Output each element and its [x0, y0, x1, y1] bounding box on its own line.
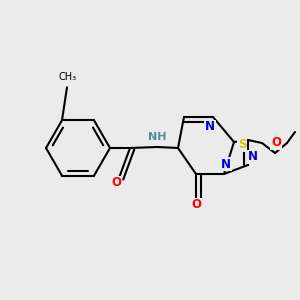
Text: N: N: [205, 121, 215, 134]
Text: O: O: [111, 176, 121, 190]
Text: NH: NH: [148, 132, 166, 142]
Text: O: O: [271, 136, 281, 149]
Text: O: O: [191, 199, 201, 212]
Text: N: N: [248, 151, 258, 164]
Text: CH₃: CH₃: [59, 72, 77, 82]
Text: S: S: [238, 139, 246, 152]
Text: N: N: [221, 158, 231, 170]
